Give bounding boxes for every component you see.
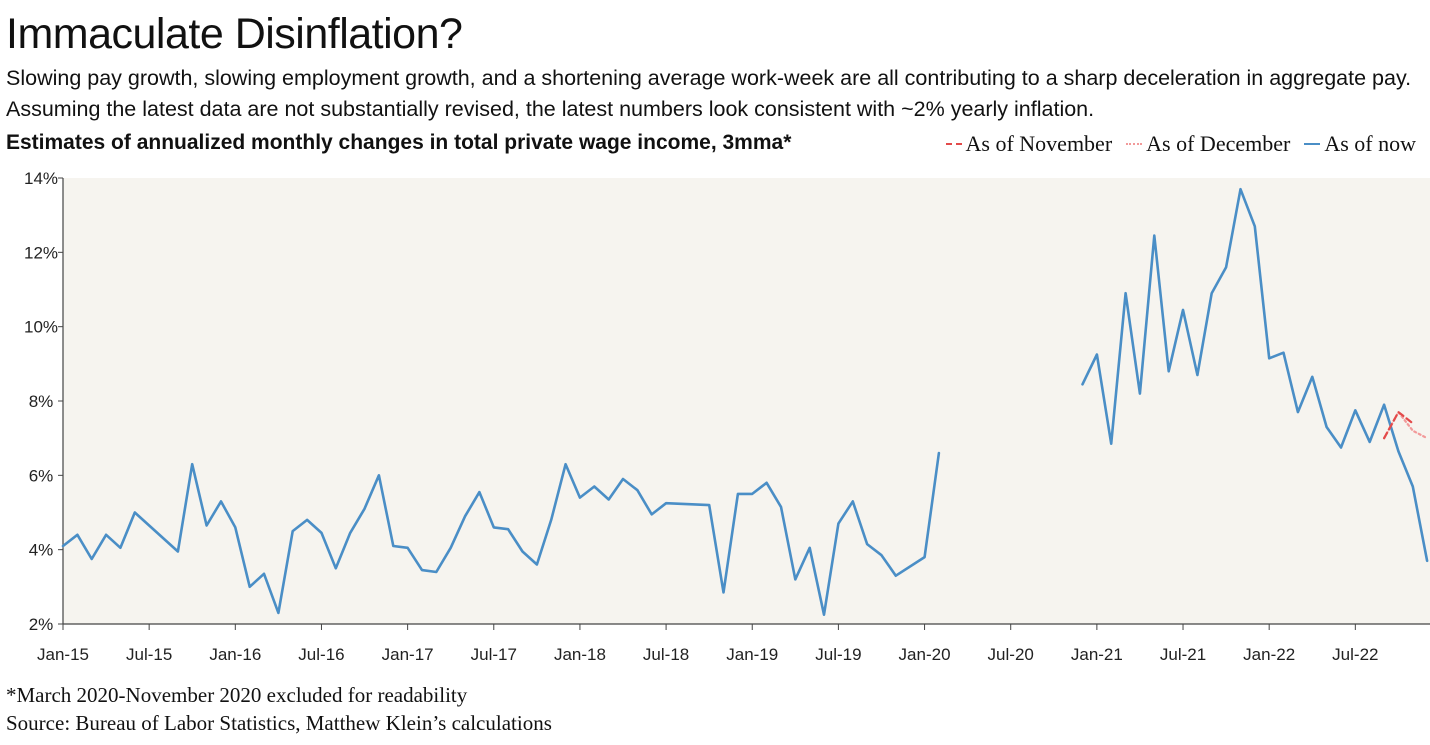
x-tick-label: Jan-22 [1243,645,1295,664]
legend-item-now: As of now [1304,131,1416,157]
page-subtitle: Slowing pay growth, slowing employment g… [6,66,1412,121]
x-tick-label: Jan-19 [726,645,778,664]
x-tick-label: Jan-16 [209,645,261,664]
legend-label-now: As of now [1324,131,1416,156]
x-tick-label: Jul-19 [815,645,861,664]
y-tick-label: 6% [29,466,54,485]
series-line-as-of-now-seg1 [61,451,941,617]
line-chart: 2% 4% 6% 8% 10% 12% 14% Jan-15 Jul-15 Jan-16 Jul-… [24,169,1430,664]
x-tick-label: Jul-17 [471,645,517,664]
series-line-as-of-november [1382,411,1414,440]
legend-item-november: As of November [945,131,1113,157]
series-line-as-of-now-seg2 [1081,187,1429,563]
x-tick-label: Jan-17 [382,645,434,664]
series-layer [61,187,1429,617]
footnote: *March 2020-November 2020 excluded for r… [6,683,468,707]
y-tick-label: 14% [24,169,58,188]
x-tick-label: Jul-20 [988,645,1034,664]
x-tick-label: Jan-21 [1071,645,1123,664]
y-axis: 2% 4% 6% 8% 10% 12% 14% [24,169,64,634]
plot-area [63,178,1430,624]
legend-label-november: As of November [965,131,1113,156]
x-tick-label: Jan-15 [37,645,89,664]
x-tick-label: Jul-16 [298,645,344,664]
x-axis: Jan-15 Jul-15 Jan-16 Jul-16 Jan-17 Jul-17 Jan-… [37,623,1430,664]
legend-swatch-december [1126,143,1143,145]
x-tick-label: Jan-20 [899,645,951,664]
legend-swatch-now [1304,143,1321,145]
x-tick-label: Jul-18 [643,645,689,664]
y-tick-label: 4% [29,541,54,560]
page-title: Immaculate Disinflation? [6,10,463,58]
source-note: Source: Bureau of Labor Statistics, Matt… [6,711,552,735]
y-tick-label: 10% [24,318,58,337]
chart-title: Estimates of annualized monthly changes … [6,131,792,154]
legend-swatch-november [945,143,962,145]
x-tick-label: Jan-18 [554,645,606,664]
legend-item-december: As of December [1126,131,1290,157]
x-tick-label: Jul-15 [126,645,172,664]
y-tick-label: 12% [24,243,58,262]
chart-legend: As of November As of December As of now [945,131,1416,157]
x-tick-label: Jul-22 [1332,645,1378,664]
y-tick-label: 2% [29,615,54,634]
x-tick-label: Jul-21 [1160,645,1206,664]
legend-label-december: As of December [1146,131,1291,156]
y-tick-label: 8% [29,392,54,411]
